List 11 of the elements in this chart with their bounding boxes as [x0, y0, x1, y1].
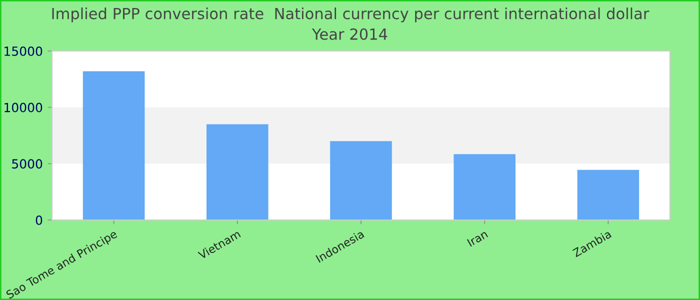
chart-title: Implied PPP conversion rate National currency per current international dollar Year 2014 [52, 8, 650, 40]
y-tick-label: 5000 [12, 159, 42, 169]
bar [330, 141, 392, 220]
bar [454, 154, 516, 220]
y-tick-label: 15000 [4, 46, 42, 56]
bar [82, 71, 145, 220]
x-tick-label: Iran [466, 230, 488, 247]
y-tick-label: 0 [36, 215, 42, 225]
bar [206, 124, 268, 220]
y-tick-label: 10000 [4, 102, 42, 112]
bar [577, 170, 640, 220]
